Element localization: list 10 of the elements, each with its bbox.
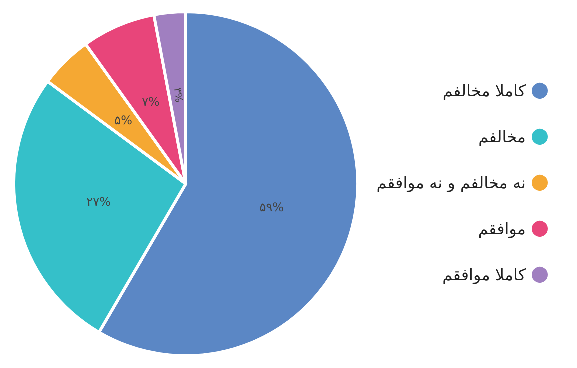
data-label: ۳% <box>172 87 184 104</box>
legend-label: نه مخالفم و نه موافقم <box>376 174 526 192</box>
legend-label: کاملا مخالفم <box>442 82 526 100</box>
data-label: ۵۹% <box>260 200 284 214</box>
data-label: ۵% <box>114 114 132 128</box>
data-label: ۲۷% <box>86 194 111 209</box>
legend-label: موافقم <box>478 220 526 238</box>
legend-label: کاملا موافقم <box>442 266 526 284</box>
legend-label: مخالفم <box>478 128 526 146</box>
data-label: ۷% <box>142 95 160 110</box>
